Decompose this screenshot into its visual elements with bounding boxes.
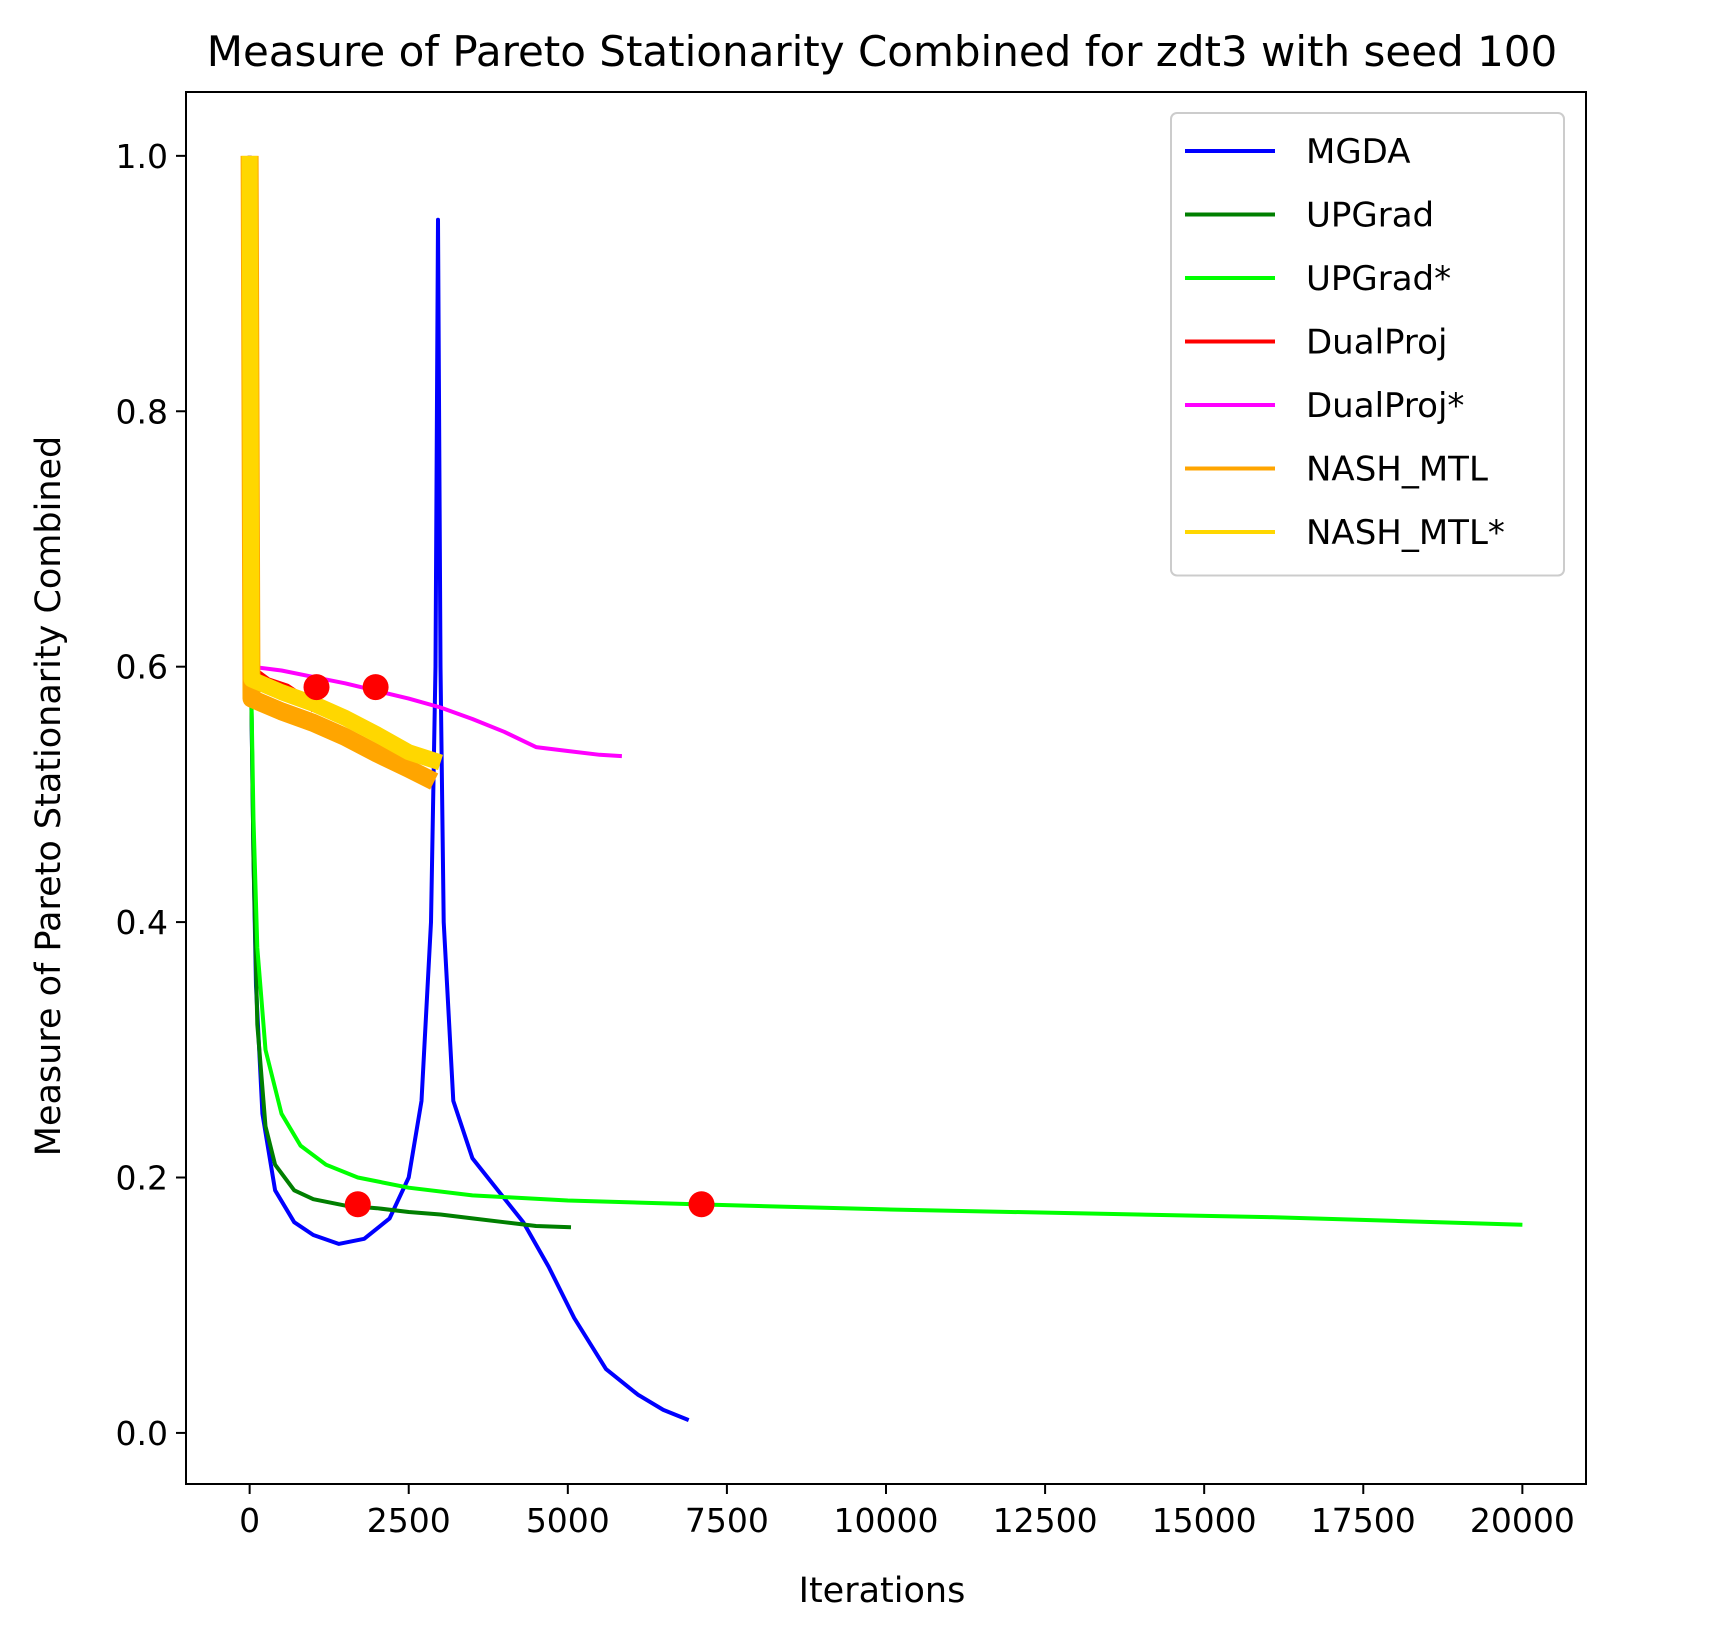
legend-label-nash-mtl-star: NASH_MTL* <box>1306 513 1505 553</box>
y-axis-label: Measure of Pareto Stationarity Combined <box>29 436 69 1157</box>
y-tick-label-2: 0.4 <box>116 903 168 942</box>
x-tick-label-3: 7500 <box>685 1501 769 1540</box>
legend-box <box>1170 112 1565 577</box>
x-tick-label-2: 5000 <box>526 1501 610 1540</box>
x-tick-label-1: 2500 <box>367 1501 451 1540</box>
series-line-dualproj-star <box>247 155 623 759</box>
y-tick-label-1: 0.2 <box>116 1159 168 1198</box>
legend-label-dualproj-star: DualProj* <box>1306 386 1464 426</box>
legend: MGDA UPGrad UPGrad* DualProj DualProj* NASH_M… <box>1170 112 1565 577</box>
x-tick-label-8: 20000 <box>1470 1501 1575 1540</box>
legend-label-mgda: MGDA <box>1306 132 1411 172</box>
y-tick-label-3: 0.6 <box>116 648 168 687</box>
marker-point-2 <box>344 1191 371 1218</box>
legend-label-nash-mtl: NASH_MTL <box>1306 450 1488 490</box>
marker-point-3 <box>688 1191 715 1218</box>
axes-layer: 0 2500 5000 7500 10000 12500 15000 17500 20000 0.… <box>116 91 1587 1540</box>
y-tick-label-5: 1.0 <box>116 137 168 176</box>
x-tick-label-6: 15000 <box>1152 1501 1257 1540</box>
x-tick-label-5: 12500 <box>993 1501 1098 1540</box>
marker-layer <box>303 674 715 1218</box>
x-tick-label-4: 10000 <box>834 1501 939 1540</box>
legend-label-upgrad-star: UPGrad* <box>1306 259 1451 299</box>
series-line-upgrad-star <box>247 155 1523 1227</box>
series-line-mgda <box>247 155 690 1422</box>
series-layer <box>240 155 1523 1422</box>
y-tick-label-0: 0.0 <box>116 1414 168 1453</box>
legend-label-dualproj: DualProj <box>1306 323 1447 363</box>
chart-title: Measure of Pareto Stationarity Combined … <box>207 27 1558 76</box>
y-tick-label-4: 0.8 <box>116 392 168 431</box>
marker-point-0 <box>303 674 330 701</box>
marker-point-1 <box>362 674 389 701</box>
legend-label-upgrad: UPGrad <box>1306 196 1434 236</box>
x-axis-label: Iterations <box>799 1571 966 1611</box>
x-tick-label-0: 0 <box>239 1501 260 1540</box>
series-line-nash-mtl-star <box>241 155 443 771</box>
series-line-nash-mtl <box>240 155 439 790</box>
x-tick-label-7: 17500 <box>1311 1501 1416 1540</box>
